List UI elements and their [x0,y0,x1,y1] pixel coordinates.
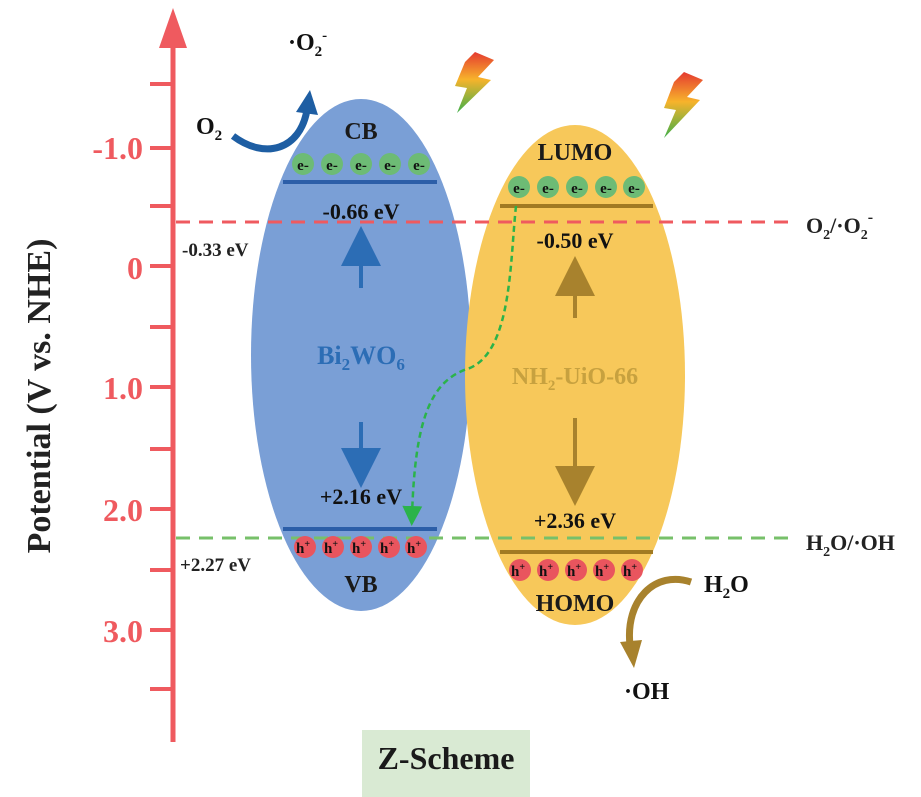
nh2-uio66-semiconductor: LUMO -0.50 eV NH2-UiO-66 +2.36 eV HOMO [465,125,685,625]
electron: e- [513,181,525,197]
nh2-uio66-ellipse [465,125,685,625]
electron: e- [413,158,425,174]
hydroxyl-product: ·OH [624,679,670,705]
hole: h+ [539,562,553,580]
electron: e- [628,181,640,197]
homo-potential: +2.36 eV [534,508,616,533]
light-bolt-icon [664,72,703,138]
electron: e- [384,158,396,174]
tick-label-0: 0 [127,250,143,286]
superoxide-product: ·O2- [288,28,327,60]
hole: h+ [380,539,394,557]
hole: h+ [296,539,310,557]
h2o-redox-potential: +2.27 eV [180,555,251,576]
tick-label-3: 3.0 [103,613,143,649]
caption-box [362,730,530,797]
o2-redox-couple: O2/·O2- [806,209,873,243]
water-oxidation-arrow [625,575,693,646]
electron: e- [600,181,612,197]
electron: e- [326,158,338,174]
hole: h+ [511,562,525,580]
cb-label: CB [344,119,377,145]
nh2-uio66-label: NH2-UiO-66 [512,364,638,394]
hole: h+ [567,562,581,580]
o2-reactant: O2 [196,114,222,144]
electron: e- [571,181,583,197]
o2-redox-potential: -0.33 eV [182,240,249,261]
light-bolt-icon [455,52,494,113]
z-scheme-transfer-path [402,205,518,526]
caption-label: Z-Scheme [377,740,515,776]
hole: h+ [623,562,637,580]
water-oxidation-arrowhead [620,640,642,668]
axis-label: Potential (V vs. NHE) [21,239,58,554]
bi2wo6-label: Bi2WO6 [317,341,405,374]
cb-potential: -0.66 eV [323,199,400,224]
bi2wo6-holes: h+ h+ h+ h+ h+ [294,536,427,558]
hole: h+ [407,539,421,557]
electron: e- [542,181,554,197]
bi2wo6-semiconductor: CB -0.66 eV Bi2WO6 +2.16 eV VB [251,99,471,611]
h2o-redox-couple: H2O/·OH [806,530,895,560]
bi2wo6-electrons: e- e- e- e- e- [292,153,430,175]
nh2-uio66-electrons: e- e- e- e- e- [508,176,645,198]
hole: h+ [352,539,366,557]
lumo-label: LUMO [538,140,613,166]
water-reactant: H2O [704,572,749,602]
tick-label-neg1: -1.0 [92,130,143,166]
o2-reduction-arrowhead [296,90,318,115]
lumo-potential: -0.50 eV [537,228,614,253]
vb-potential: +2.16 eV [320,484,402,509]
nh2-uio66-holes: h+ h+ h+ h+ h+ [509,559,643,581]
potential-axis: -1.0 0 1.0 2.0 3.0 Potential (V vs. NHE) [21,8,187,742]
hole: h+ [324,539,338,557]
bi2wo6-ellipse [251,99,471,611]
tick-label-2: 2.0 [103,492,143,528]
o2-reduction-arrow [230,109,311,153]
vb-label: VB [344,572,377,598]
tick-label-1: 1.0 [103,370,143,406]
homo-label: HOMO [536,591,615,617]
electron: e- [355,158,367,174]
electron: e- [297,158,309,174]
hole: h+ [595,562,609,580]
